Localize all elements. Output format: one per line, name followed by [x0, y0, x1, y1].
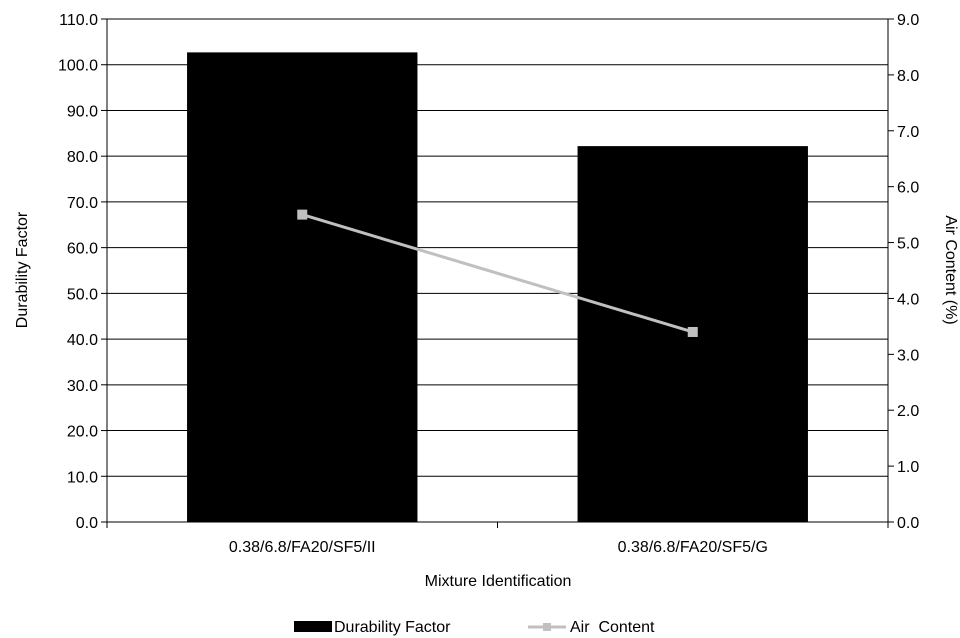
x-axis-title: Mixture Identification [425, 573, 572, 590]
bar-durability-factor [187, 52, 418, 522]
y2-tick-label: 1.0 [897, 459, 919, 476]
y-tick-label: 20.0 [67, 424, 98, 441]
tick-labels: 0.0 10.0 20.0 30.0 40.0 50.0 60.0 70.0 80.0 90.0 1… [58, 12, 919, 556]
y2-tick-label: 7.0 [897, 124, 919, 141]
y-tick-label: 80.0 [67, 149, 98, 166]
y2-tick-label: 3.0 [897, 347, 919, 364]
x-tick-label: 0.38/6.8/FA20/SF5/G [618, 539, 768, 556]
y-tick-label: 90.0 [67, 103, 98, 120]
y2-axis-title: Air Content (%) [942, 215, 959, 324]
y-tick-label: 10.0 [67, 469, 98, 486]
y2-tick-label: 2.0 [897, 403, 919, 420]
y2-tick-label: 4.0 [897, 291, 919, 308]
legend: Durability Factor Air Content [294, 619, 655, 636]
y2-tick-label: 5.0 [897, 236, 919, 253]
y2-tick-label: 0.0 [897, 515, 919, 532]
legend-durability-factor-label: Durability Factor [334, 619, 451, 636]
y-tick-label: 50.0 [67, 286, 98, 303]
air-content-line-series [297, 209, 698, 337]
x-tick-label: 0.38/6.8/FA20/SF5/II [229, 539, 376, 556]
legend-durability-factor-swatch [294, 621, 332, 632]
y-tick-label: 40.0 [67, 332, 98, 349]
y-tick-label: 60.0 [67, 241, 98, 258]
axes [101, 18, 894, 528]
y2-tick-label: 6.0 [897, 180, 919, 197]
y-axis-title: Durability Factor [14, 211, 31, 328]
y-tick-label: 110.0 [59, 12, 98, 29]
legend-air-content-label: Air Content [570, 619, 655, 636]
legend-air-content-marker [543, 623, 551, 631]
y-tick-label: 0.0 [76, 515, 98, 532]
y-tick-label: 30.0 [67, 378, 98, 395]
y-tick-label: 100.0 [58, 58, 98, 75]
air-content-marker [297, 209, 308, 220]
air-content-line [301, 213, 694, 334]
y2-tick-label: 8.0 [897, 68, 919, 85]
y2-tick-label: 9.0 [897, 12, 919, 29]
y-tick-label: 70.0 [67, 195, 98, 212]
bars [187, 52, 808, 522]
air-content-marker [687, 326, 698, 337]
